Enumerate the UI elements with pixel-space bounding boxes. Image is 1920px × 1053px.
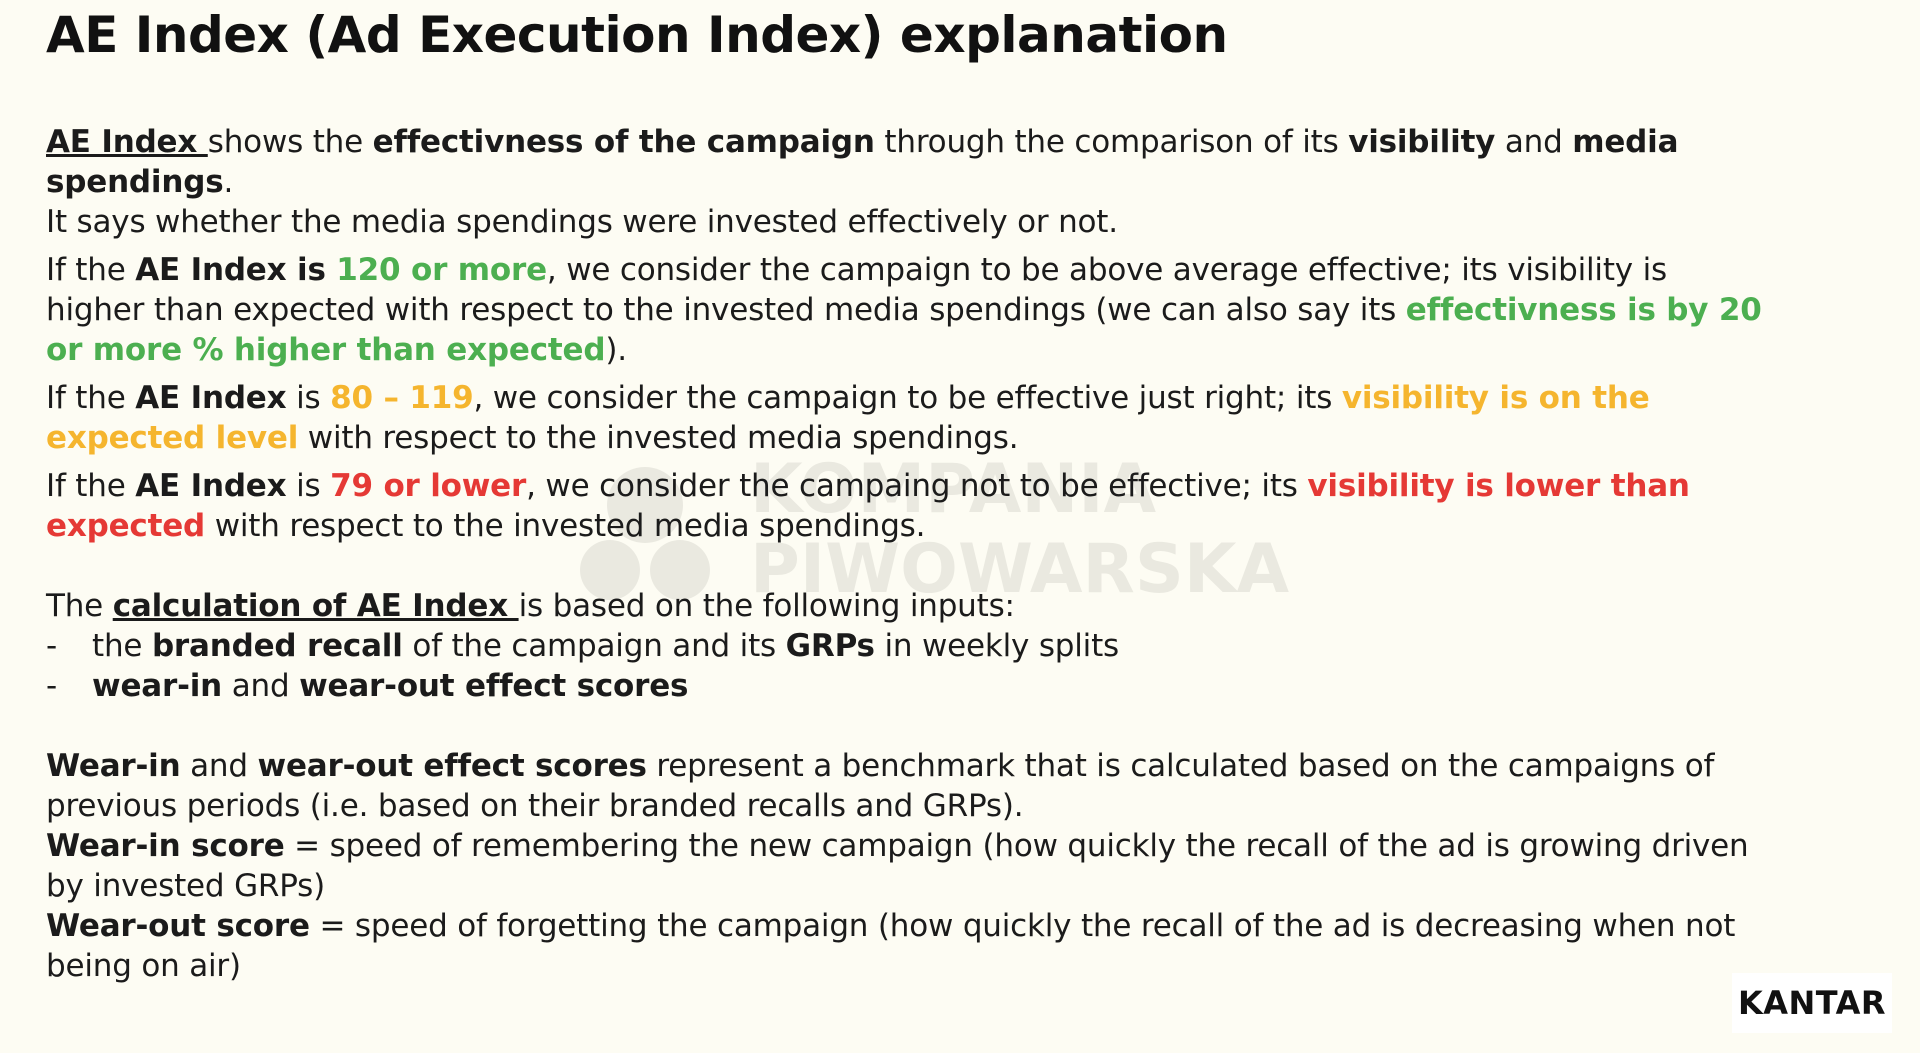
input-1-text-1: the bbox=[92, 628, 152, 664]
intro-line-2: It says whether the media spendings were… bbox=[46, 204, 1118, 240]
wear-out-definition: Wear-out score = speed of forgetting the… bbox=[46, 906, 1766, 986]
wear-out-label: Wear-out score bbox=[46, 908, 310, 944]
scores-text-2: represent a benchmark that is calculated… bbox=[46, 748, 1715, 824]
intro-text-3: and bbox=[1495, 124, 1573, 160]
scores-bold-2: wear-out effect scores bbox=[257, 748, 647, 784]
wear-out-text: = speed of forgetting the campaign (how … bbox=[46, 908, 1736, 984]
level-high-value: 120 or more bbox=[336, 252, 547, 288]
input-1-text-2: of the campaign and its bbox=[402, 628, 786, 664]
level-low-paragraph: If the AE Index is 79 or lower, we consi… bbox=[46, 466, 1766, 546]
wear-in-label: Wear-in score bbox=[46, 828, 285, 864]
level-low-text-2: is bbox=[286, 468, 331, 504]
intro-text-4: . bbox=[223, 164, 234, 200]
calculation-inputs-list: - the branded recall of the campaign and … bbox=[46, 626, 1766, 706]
level-low-text-4: with respect to the invested media spend… bbox=[205, 508, 926, 544]
level-low-text-1: If the bbox=[46, 468, 136, 504]
input-2-bold-2: wear-out effect scores bbox=[299, 668, 689, 704]
level-low-highlight: visibility is lower than expected bbox=[46, 468, 1690, 544]
list-item: - wear-in and wear-out effect scores bbox=[46, 666, 1766, 706]
wear-in-definition: Wear-in score = speed of remembering the… bbox=[46, 826, 1766, 906]
level-high-paragraph: If the AE Index is 120 or more, we consi… bbox=[46, 250, 1766, 370]
level-low-bold: AE Index bbox=[135, 468, 287, 504]
input-1-bold-1: branded recall bbox=[151, 628, 403, 664]
level-high-bold: AE Index is bbox=[135, 252, 337, 288]
level-mid-text-1: If the bbox=[46, 380, 136, 416]
scores-paragraph: Wear-in and wear-out effect scores repre… bbox=[46, 746, 1766, 826]
scores-bold-1: Wear-in bbox=[46, 748, 181, 784]
page-title: AE Index (Ad Execution Index) explanatio… bbox=[46, 6, 1228, 64]
intro-text-1: shows the bbox=[207, 124, 373, 160]
level-high-highlight: effectivness is by 20 or more % higher t… bbox=[46, 292, 1762, 368]
calculation-text-2: is based on the following inputs: bbox=[518, 588, 1015, 624]
scores-text-1: and bbox=[180, 748, 258, 784]
intro-bold-1: effectivness of the campaign bbox=[372, 124, 875, 160]
slide-content: AE Index shows the effectivness of the c… bbox=[46, 122, 1766, 986]
level-mid-bold: AE Index bbox=[135, 380, 287, 416]
input-2-text-1: and bbox=[222, 668, 300, 704]
level-low-value: 79 or lower bbox=[330, 468, 527, 504]
intro-bold-3: media spendings bbox=[46, 124, 1679, 200]
level-mid-value: 80 – 119 bbox=[330, 380, 474, 416]
calculation-term: calculation of AE Index bbox=[112, 588, 519, 624]
calculation-text-1: The bbox=[46, 588, 113, 624]
input-2-bold-1: wear-in bbox=[92, 668, 223, 704]
list-item: - the branded recall of the campaign and … bbox=[46, 626, 1766, 666]
list-dash: - bbox=[46, 628, 57, 664]
intro-text-2: through the comparison of its bbox=[874, 124, 1349, 160]
level-low-text-3: , we consider the campaing not to be eff… bbox=[526, 468, 1308, 504]
list-dash: - bbox=[46, 668, 57, 704]
input-1-text-3: in weekly splits bbox=[874, 628, 1120, 664]
calculation-paragraph: The calculation of AE Index is based on … bbox=[46, 586, 1766, 626]
kantar-logo: KANTAR bbox=[1732, 973, 1892, 1033]
level-mid-text-2: is bbox=[286, 380, 331, 416]
level-mid-text-3: , we consider the campaign to be effecti… bbox=[473, 380, 1342, 416]
kantar-logo-text: KANTAR bbox=[1737, 984, 1887, 1022]
wear-in-text: = speed of remembering the new campaign … bbox=[46, 828, 1749, 904]
intro-term: AE Index bbox=[46, 124, 208, 160]
level-high-text-3: ). bbox=[605, 332, 627, 368]
level-high-text-1: If the bbox=[46, 252, 136, 288]
level-mid-paragraph: If the AE Index is 80 – 119, we consider… bbox=[46, 378, 1766, 458]
level-mid-highlight: visibility is on the expected level bbox=[46, 380, 1650, 456]
level-mid-text-4: with respect to the invested media spend… bbox=[298, 420, 1019, 456]
level-high-text-2: , we consider the campaign to be above a… bbox=[46, 252, 1667, 328]
intro-bold-2: visibility bbox=[1348, 124, 1496, 160]
intro-paragraph: AE Index shows the effectivness of the c… bbox=[46, 122, 1766, 202]
input-1-bold-2: GRPs bbox=[785, 628, 875, 664]
